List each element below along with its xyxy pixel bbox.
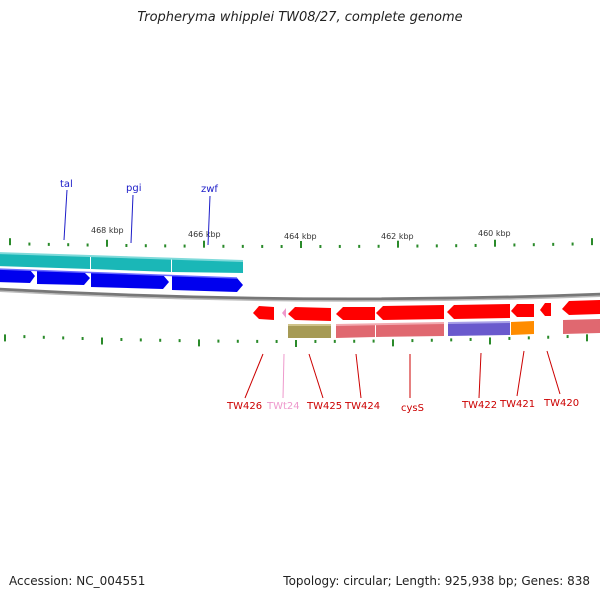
feature-block[interactable] bbox=[336, 324, 375, 338]
reverse-cds-track bbox=[253, 300, 600, 321]
feature-block[interactable] bbox=[448, 322, 510, 336]
scale-label-464: 464 kbp bbox=[284, 232, 317, 241]
reverse-cds-arrow[interactable] bbox=[336, 307, 375, 320]
upper-tick-track bbox=[9, 238, 593, 248]
forward-feature-block[interactable] bbox=[172, 258, 243, 273]
gene-label-zwf[interactable]: zwf bbox=[201, 184, 218, 195]
genome-backbone bbox=[0, 287, 600, 301]
reverse-gene-labels: TW426 TWt24 TW425 TW424 cysS TW422 TW421… bbox=[226, 350, 579, 414]
scale-label-468: 468 kbp bbox=[91, 226, 124, 235]
gene-label-TW420[interactable]: TW420 bbox=[543, 398, 579, 409]
genome-summary-text: Topology: circular; Length: 925,938 bp; … bbox=[283, 574, 590, 588]
trna-marker[interactable] bbox=[282, 308, 286, 318]
reverse-cds-arrow[interactable] bbox=[562, 300, 600, 315]
map-title: Tropheryma whipplei TW08/27, complete ge… bbox=[137, 10, 463, 25]
forward-feature-block[interactable] bbox=[0, 253, 90, 269]
forward-feature-block[interactable] bbox=[91, 256, 171, 272]
gene-label-pgi[interactable]: pgi bbox=[126, 183, 141, 194]
reverse-cds-arrow[interactable] bbox=[540, 303, 551, 316]
lower-tick-track bbox=[4, 334, 588, 347]
gene-label-TW424[interactable]: TW424 bbox=[344, 401, 380, 412]
feature-block[interactable] bbox=[563, 319, 600, 334]
forward-cds-arrow[interactable] bbox=[37, 271, 90, 285]
reverse-feature-track bbox=[288, 319, 600, 338]
reverse-cds-arrow[interactable] bbox=[253, 306, 274, 320]
accession-text: Accession: NC_004551 bbox=[9, 574, 146, 588]
gene-label-TW422[interactable]: TW422 bbox=[461, 400, 497, 411]
scale-label-462: 462 kbp bbox=[381, 232, 414, 241]
feature-block[interactable] bbox=[288, 325, 331, 338]
gene-label-TWt24[interactable]: TWt24 bbox=[266, 401, 300, 412]
reverse-cds-arrow[interactable] bbox=[376, 305, 444, 320]
forward-cds-track bbox=[0, 268, 243, 292]
forward-cds-arrow[interactable] bbox=[0, 269, 35, 283]
gene-label-TW426[interactable]: TW426 bbox=[226, 401, 262, 412]
scale-label-460: 460 kbp bbox=[478, 229, 511, 238]
feature-block[interactable] bbox=[511, 321, 534, 335]
gene-label-cysS[interactable]: cysS bbox=[401, 403, 424, 414]
forward-cds-arrow[interactable] bbox=[172, 276, 243, 292]
forward-gene-labels: tal pgi zwf bbox=[60, 179, 218, 246]
gene-label-TW421[interactable]: TW421 bbox=[499, 399, 535, 410]
feature-block[interactable] bbox=[376, 323, 444, 337]
scale-label-466: 466 kbp bbox=[188, 230, 221, 239]
reverse-cds-arrow[interactable] bbox=[288, 307, 331, 321]
gene-label-TW425[interactable]: TW425 bbox=[306, 401, 342, 412]
reverse-cds-arrow[interactable] bbox=[447, 304, 510, 319]
forward-feature-track bbox=[0, 252, 244, 273]
gene-label-tal[interactable]: tal bbox=[60, 179, 73, 190]
reverse-cds-arrow[interactable] bbox=[511, 304, 534, 317]
forward-cds-arrow[interactable] bbox=[91, 273, 169, 289]
